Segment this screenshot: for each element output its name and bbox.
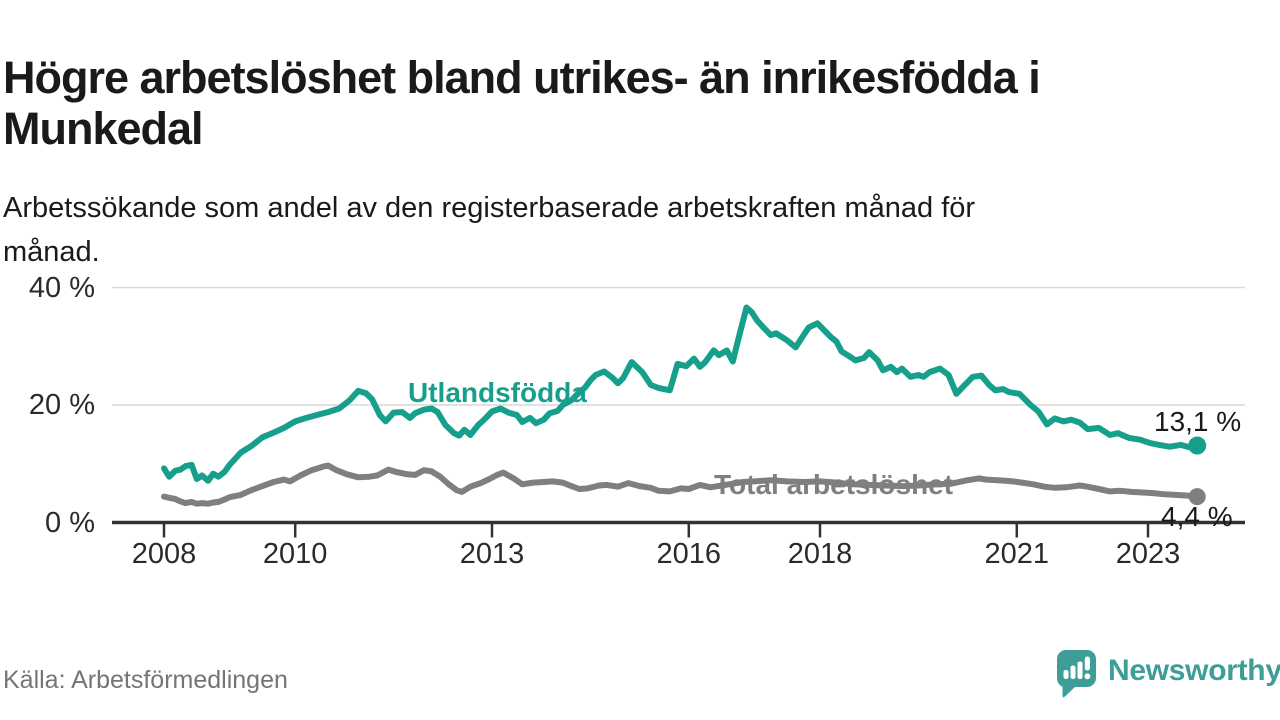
line-utlandsfodda	[161, 304, 1201, 484]
newsworthy-logo-text: Newsworthy	[1108, 654, 1280, 687]
y-tick-label: 0 %	[45, 506, 95, 539]
x-tick-label: 2023	[1115, 538, 1181, 570]
series-label-utlandsfodda: Utlandsfödda	[408, 377, 587, 408]
y-tick-label: 20 %	[28, 389, 95, 421]
y-tick-label: 40 %	[28, 271, 95, 304]
end-dot-total-arbetsloshet	[1188, 488, 1206, 506]
x-tick-label: 2016	[656, 538, 722, 570]
x-tick-label: 2021	[984, 538, 1050, 570]
x-tick-label: 2010	[262, 538, 328, 570]
page-subtitle: Arbetssökande som andel av den registerb…	[3, 192, 976, 268]
x-tick-label: 2013	[459, 538, 525, 570]
end-value-label-total: 4,4 %	[1161, 501, 1233, 532]
page-title: Högre arbetslöshet bland utrikes- än inr…	[3, 52, 1041, 155]
end-value-label-utlandsfodda: 13,1 %	[1154, 406, 1242, 437]
newsworthy-logo: Newsworthy	[1056, 650, 1280, 698]
series-label-total-arbetsloshet: Total arbetslöshet	[714, 469, 954, 500]
line-total-arbetsloshet	[161, 462, 1201, 507]
x-tick-label: 2008	[131, 538, 197, 570]
source-note: Källa: Arbetsförmedlingen	[3, 666, 288, 694]
x-tick-label: 2018	[787, 538, 853, 570]
newsworthy-logo-icon	[1057, 650, 1096, 698]
end-dot-utlandsfodda	[1188, 436, 1207, 455]
